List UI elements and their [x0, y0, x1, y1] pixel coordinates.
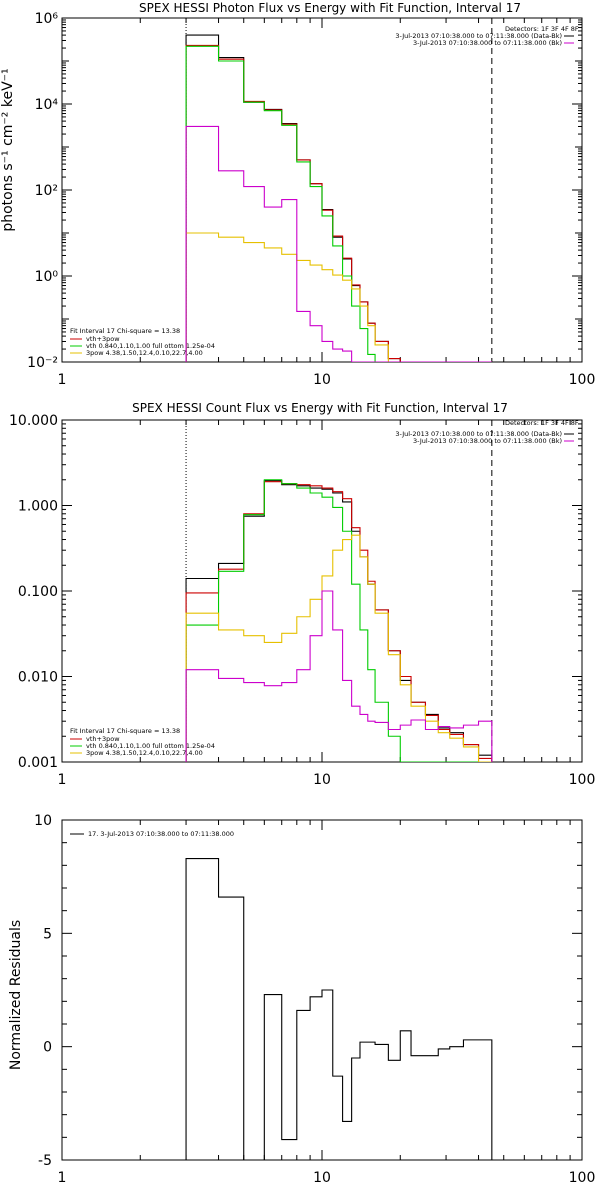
photon-flux-fit-legend-3pow: 3pow 4.38,1.50,12.4,0.10,22.7,4.00 — [70, 349, 203, 357]
x-tick-label: 1 — [58, 772, 67, 788]
y-tick-label: 0.100 — [18, 584, 58, 600]
x-tick-label: 1 — [58, 1170, 67, 1186]
count-flux-panel: SPEX HESSI Count Flux vs Energy with Fit… — [9, 401, 595, 788]
photon-flux-y-axis-label: photons s⁻¹ cm⁻² keV⁻¹ — [0, 68, 16, 231]
series-line-data — [185, 34, 492, 362]
count-flux-legend-text-data: 3-Jul-2013 07:10:38.000 to 07:11:38.000 … — [395, 430, 562, 438]
photon-flux-panel: SPEX HESSI Photon Flux vs Energy with Fi… — [0, 1, 595, 388]
residuals-legend-text: 17. 3-Jul-2013 07:10:38.000 to 07:11:38.… — [88, 830, 234, 838]
y-tick-label: 0 — [43, 1040, 52, 1056]
y-tick-label: 10⁴ — [35, 97, 59, 113]
series-line-power_law — [185, 232, 492, 362]
y-tick-label: 10² — [35, 183, 58, 199]
x-tick-label: 10 — [313, 1170, 331, 1186]
series-line-data — [185, 857, 493, 1160]
photon-flux-legend-entry-data: 3-Jul-2013 07:10:38.000 to 07:11:38.000 … — [395, 32, 574, 40]
series-line-total — [185, 44, 492, 362]
series-line-thermal — [185, 479, 492, 762]
photon-flux-fit-legend-text-total: vth+3pow — [86, 335, 120, 343]
y-tick-label: 5 — [43, 926, 52, 942]
y-tick-label: 10⁻² — [27, 355, 58, 371]
photon-flux-detectors-label: Detectors: 1F 3F 4F 8F — [505, 25, 579, 33]
series-line-total — [185, 481, 493, 762]
x-tick-label: 10 — [313, 372, 331, 388]
plot-area — [185, 479, 493, 762]
series-line-background — [185, 125, 492, 362]
photon-flux-fit-legend-vth: vth 0.840,1.10,1.00 full ottom 1.25e-04 — [70, 342, 215, 350]
count-flux-fit-legend-text-3pow: 3pow 4.38,1.50,12.4,0.10,22.7,4.00 — [86, 749, 203, 757]
count-flux-fit-legend-header: Fit Interval 17 Chi-square = 13.38 — [70, 727, 180, 735]
y-tick-label: 1.000 — [18, 499, 58, 515]
count-flux-legend-entry-data: 3-Jul-2013 07:10:38.000 to 07:11:38.000 … — [395, 430, 574, 438]
x-tick-label: 100 — [569, 772, 596, 788]
count-flux-fit-legend-total: vth+3pow — [70, 735, 120, 743]
y-tick-label: -5 — [38, 1153, 52, 1169]
photon-flux-legend-entry-bk: 3-Jul-2013 07:10:38.000 to 07:11:38.000 … — [413, 39, 574, 47]
count-flux-fit-legend-3pow: 3pow 4.38,1.50,12.4,0.10,22.7,4.00 — [70, 749, 203, 757]
y-tick-label: 10⁰ — [35, 269, 59, 285]
photon-flux-legend-text-bk: 3-Jul-2013 07:10:38.000 to 07:11:38.000 … — [413, 39, 562, 47]
series-line-background — [185, 590, 493, 762]
x-tick-label: 100 — [569, 372, 596, 388]
photon-flux-fit-legend-text-vth: vth 0.840,1.10,1.00 full ottom 1.25e-04 — [86, 342, 215, 350]
residuals-y-axis-label: Normalized Residuals — [8, 920, 24, 1070]
count-flux-title: SPEX HESSI Count Flux vs Energy with Fit… — [132, 401, 508, 415]
photon-flux-legend-text-data: 3-Jul-2013 07:10:38.000 to 07:11:38.000 … — [395, 32, 562, 40]
count-flux-legend-entry-bk: 3-Jul-2013 07:10:38.000 to 07:11:38.000 … — [413, 437, 574, 445]
photon-flux-fit-legend-text-3pow: 3pow 4.38,1.50,12.4,0.10,22.7,4.00 — [86, 349, 203, 357]
x-tick-label: 10 — [313, 772, 331, 788]
y-tick-label: 10 — [34, 813, 52, 829]
x-tick-label: 100 — [569, 1170, 596, 1186]
count-flux-fit-legend-text-vth: vth 0.840,1.10,1.00 full ottom 1.25e-04 — [86, 742, 215, 750]
y-tick-label: 0.010 — [18, 670, 58, 686]
residuals-legend-entry: 17. 3-Jul-2013 07:10:38.000 to 07:11:38.… — [70, 830, 234, 838]
y-tick-label: 10⁶ — [35, 11, 59, 27]
plot-area — [185, 34, 492, 362]
series-line-data — [185, 480, 493, 762]
x-tick-label: 1 — [58, 372, 67, 388]
series-line-thermal — [185, 45, 492, 362]
count-flux-fit-legend-vth: vth 0.840,1.10,1.00 full ottom 1.25e-04 — [70, 742, 215, 750]
y-tick-label: 0.001 — [18, 755, 58, 771]
y-tick-label: 10.000 — [9, 413, 58, 429]
photon-flux-title: SPEX HESSI Photon Flux vs Energy with Fi… — [139, 1, 521, 15]
photon-flux-fit-legend-total: vth+3pow — [70, 335, 120, 343]
photon-flux-fit-legend-header: Fit Interval 17 Chi-square = 13.38 — [70, 327, 180, 335]
count-flux-legend-text-bk: 3-Jul-2013 07:10:38.000 to 07:11:38.000 … — [413, 437, 562, 445]
residuals-panel: Normalized Residuals 17. 3-Jul-2013 07:1… — [8, 813, 595, 1186]
count-flux-fit-legend-text-total: vth+3pow — [86, 735, 120, 743]
plot-area — [185, 857, 493, 1160]
